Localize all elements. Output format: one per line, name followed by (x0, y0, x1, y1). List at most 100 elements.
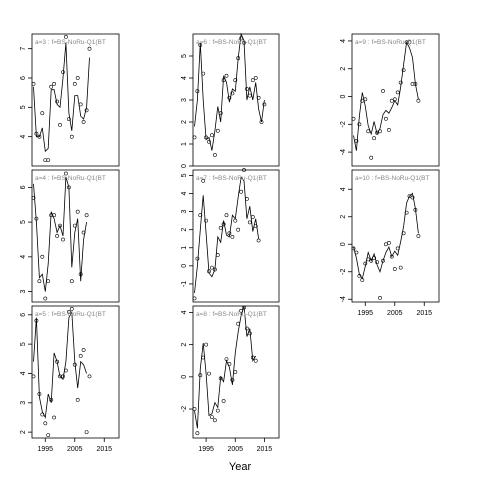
observed-point (69, 306, 74, 311)
observed-point (212, 267, 217, 272)
observed-point (209, 415, 214, 420)
observed-point (407, 40, 412, 45)
y-tick-label: 0 (181, 375, 188, 379)
observed-point (351, 246, 356, 251)
observed-point (201, 355, 206, 360)
observed-point (67, 117, 71, 122)
observed-point (230, 234, 235, 239)
observed-point (207, 269, 211, 274)
y-tick-label: 3 (20, 401, 27, 405)
observed-point (253, 224, 258, 229)
observed-point (31, 195, 36, 200)
y-tick-label: 6 (20, 76, 27, 80)
y-tick-label: 0 (181, 264, 188, 268)
observed-point (398, 265, 403, 270)
observed-point (55, 359, 60, 364)
observed-point (49, 84, 54, 89)
x-tick-label: 2005 (67, 446, 83, 453)
panel-label: a=10 : f=BS-NoRu-Q1(BT (355, 175, 429, 182)
observed-point (230, 378, 235, 382)
observed-point (55, 234, 60, 238)
observed-point (227, 95, 232, 100)
panel-label: a=4 : f=BS-NoRu-Q1(BT (35, 175, 106, 182)
y-tick-label: 0 (340, 94, 347, 98)
panels: 4 5 6 7 a=3 : f=BS-NoRu-Q1(BT 3 4 5 6 a=4 : f=BS-… (20, 32, 440, 453)
observed-point (78, 353, 83, 358)
observed-point (250, 355, 255, 360)
observed-point (242, 40, 246, 45)
observed-point (389, 254, 394, 259)
observed-point (247, 93, 252, 98)
observed-point (201, 178, 206, 183)
panel-6: -2 0 2 4 1995 2005 2015 a=8 : f=BS-NoRu-Q1(BT (181, 305, 280, 453)
y-tick-label: 0 (181, 164, 188, 168)
observed-point (247, 331, 252, 336)
observed-point (64, 171, 68, 176)
observed-point (401, 68, 406, 73)
observed-point (64, 35, 68, 39)
observed-point (40, 254, 45, 259)
y-tick-label: -4 (340, 149, 347, 155)
observed-point (244, 87, 249, 91)
panel-4: 0 1 2 3 4 5 a=6 : f=BS-NoRu-Q1(BT (181, 32, 280, 168)
observed-point (239, 36, 244, 41)
panel-label: a=6 : f=BS-NoRu-Q1(BT (196, 39, 267, 46)
observed-point (369, 258, 374, 263)
y-tick-label: 3 (20, 290, 27, 294)
observed-point (366, 257, 371, 262)
y-tick-label: -2 (181, 406, 188, 412)
observed-point (413, 207, 418, 212)
panel-frame (192, 305, 280, 439)
observed-point (81, 120, 86, 124)
fitted-line (194, 32, 265, 151)
panel-frame (31, 305, 120, 439)
observed-point (34, 318, 39, 323)
y-tick-label: 0 (340, 242, 347, 246)
observed-point (75, 397, 80, 402)
observed-point (78, 272, 83, 277)
fitted-line (353, 40, 419, 151)
observed-point (386, 240, 391, 245)
observed-point (360, 98, 365, 103)
fitted-line (194, 305, 257, 429)
observed-point (392, 267, 397, 271)
y-tick-label: 4 (181, 191, 188, 195)
observed-point (236, 56, 241, 61)
observed-point (31, 82, 36, 86)
fitted-line (33, 176, 87, 292)
observed-point (242, 305, 246, 310)
observed-point (244, 196, 249, 201)
y-tick-label: 4 (20, 255, 27, 259)
observed-point (416, 234, 421, 238)
observed-point (67, 309, 71, 314)
observed-point (354, 250, 359, 255)
observed-point (207, 371, 211, 376)
y-tick-label: 4 (20, 135, 27, 139)
fitted-line (353, 192, 419, 280)
observed-point (87, 374, 92, 379)
observed-point (383, 242, 388, 247)
observed-point (357, 122, 362, 127)
observed-point (369, 155, 374, 160)
observed-point (404, 210, 409, 215)
observed-point (204, 218, 209, 223)
observed-point (363, 97, 368, 102)
y-tick-label: 4 (181, 76, 188, 80)
observed-point (195, 431, 200, 436)
observed-point (404, 40, 409, 45)
observed-point (392, 97, 397, 102)
observed-point (75, 76, 80, 80)
observed-point (230, 91, 235, 96)
observed-point (198, 213, 203, 218)
observed-point (37, 134, 42, 139)
observed-point (395, 90, 400, 95)
observed-point (72, 362, 77, 367)
observed-point (381, 258, 385, 263)
observed-point (253, 358, 258, 363)
observed-point (378, 295, 382, 300)
observed-point (224, 213, 229, 218)
panel-5: -1 0 1 2 3 4 5 a=7 : f=BS-NoRu-Q1(BT (181, 168, 280, 303)
observed-point (207, 139, 211, 144)
observed-point (84, 430, 89, 435)
observed-point (192, 135, 197, 140)
